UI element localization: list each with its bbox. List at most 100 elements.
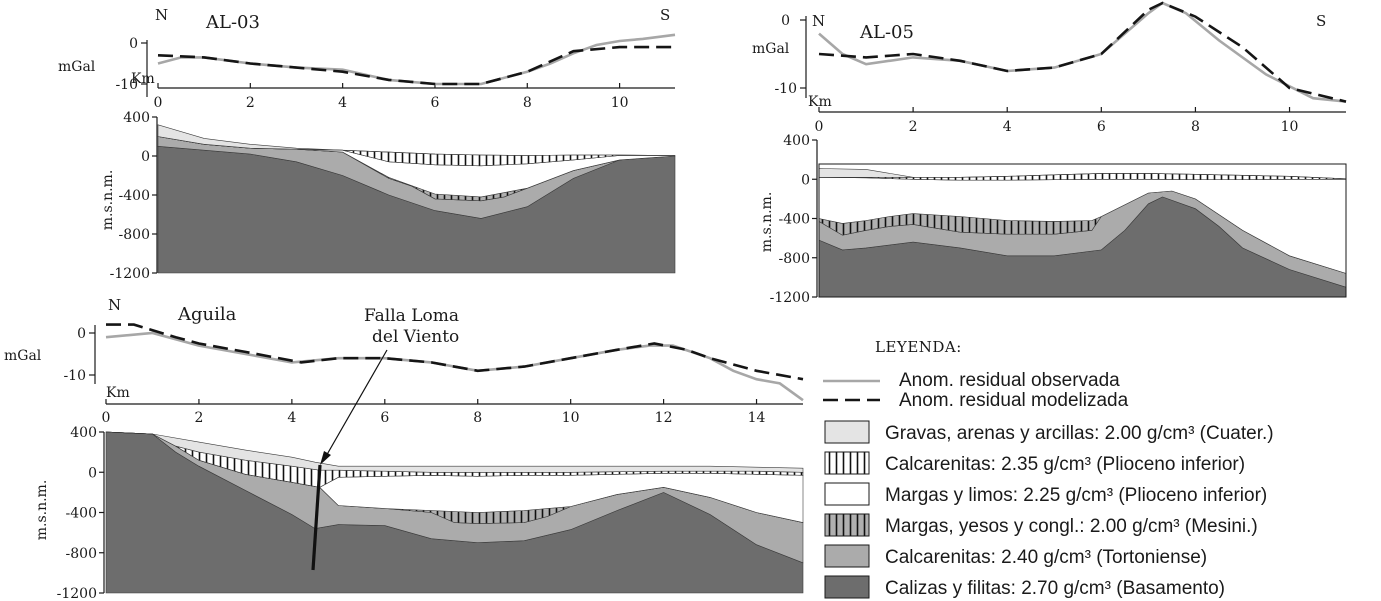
al05-depth-axis: 400 0 -400 -800 -1200 m.s.n.m.: [759, 133, 818, 306]
legend-swatch-margas-limos: [824, 482, 870, 506]
al03-depth-tick-label: -800: [119, 227, 150, 243]
al05-depth-tick-label: -800: [779, 251, 810, 267]
aguila-dir-left: N: [108, 296, 121, 314]
legend-label-calcarenitas-plio: Calcarenitas: 2.35 g/cm³ (Plioceno infer…: [885, 454, 1245, 475]
al03-depth-tick-label: -1200: [110, 266, 150, 282]
aguila-xtick-label: 8: [473, 410, 482, 426]
al05-dir-right: S: [1316, 12, 1326, 30]
al05-xtick-label: 0: [815, 119, 824, 135]
aguila-xtick-label: 2: [194, 410, 203, 426]
aguila-gravity-axis: 0 -10 mGal Km: [4, 325, 130, 401]
aguila-xtick-label: 14: [748, 410, 766, 426]
panel-aguila: N Aguila 0 -10 mGal Km 0 2 4 6 8 10 12 14 400 0 -…: [4, 296, 804, 601]
al03-depth-tick-label: 0: [141, 149, 150, 165]
aguila-geologic-section: [105, 431, 804, 594]
al03-xtick-label: 4: [338, 95, 347, 111]
al03-depth-unit: m.s.n.m.: [100, 170, 116, 231]
fault-annotation-line1: Falla Loma: [364, 306, 459, 326]
al03-km-label: Km: [131, 71, 155, 87]
al05-title: AL-05: [859, 22, 914, 43]
al03-gravity-unit: mGal: [58, 59, 96, 75]
al03-xtick-label: 2: [246, 95, 255, 111]
aguila-depth-tick-label: -400: [66, 506, 97, 522]
aguila-xtick-label: 6: [380, 410, 389, 426]
al03-depth-ticks: 400 0 -400 -800 -1200: [110, 110, 157, 282]
al03-distance-ticks: 0 2 4 6 8 10: [154, 83, 629, 111]
al05-gravity-tick-label: -10: [774, 81, 797, 97]
aguila-depth-axis: 400 0 -400 -800 -1200 m.s.n.m.: [34, 425, 105, 601]
aguila-gravity-tick-label: -10: [63, 368, 86, 384]
aguila-depth-tick-label: -800: [66, 546, 97, 562]
al03-xtick-label: 6: [431, 95, 440, 111]
al05-distance-ticks: 0 2 4 6 8 10: [815, 107, 1299, 135]
al05-xtick-label: 8: [1191, 119, 1200, 135]
al03-gravity-tick-label: 0: [129, 36, 138, 52]
legend: LEYENDA: Anom. residual observada Anom. …: [823, 338, 1274, 599]
al03-dir-right: S: [660, 6, 670, 24]
legend-label-gravas: Gravas, arenas y arcillas: 2.00 g/cm³ (C…: [885, 423, 1274, 444]
al05-xtick-label: 6: [1097, 119, 1106, 135]
al05-depth-tick-label: 0: [801, 172, 810, 188]
al05-depth-ticks: 400 0 -400 -800 -1200: [770, 133, 817, 306]
al03-gravity-tick-label: -10: [115, 77, 138, 93]
al03-gravas-layer: [157, 124, 676, 156]
al03-xtick-label: 10: [611, 95, 629, 111]
al03-title: AL-03: [205, 12, 260, 33]
legend-swatch-gravas: [824, 420, 870, 444]
legend-modeled-label: Anom. residual modelizada: [899, 390, 1129, 411]
aguila-depth-unit: m.s.n.m.: [34, 480, 50, 541]
al03-xtick-label: 8: [523, 95, 532, 111]
al05-dir-left: N: [812, 12, 825, 30]
aguila-gravas-layer: [105, 431, 804, 473]
al05-xtick-label: 4: [1003, 119, 1012, 135]
al03-observed-anomaly-line: [157, 33, 676, 86]
al05-gravity-tick-label: 0: [781, 13, 790, 29]
aguila-depth-tick-label: 0: [88, 465, 97, 481]
al05-section-frame: [818, 163, 1347, 298]
al05-gravity-axis: 0 -10 mGal Km: [752, 13, 832, 110]
legend-observed-label: Anom. residual observada: [899, 370, 1120, 391]
al05-depth-unit: m.s.n.m.: [759, 192, 775, 253]
al05-modeled-anomaly-line: [818, 1, 1347, 103]
al03-xtick-label: 0: [154, 95, 163, 111]
aguila-title: Aguila: [177, 304, 237, 325]
legend-label-margas-limos: Margas y limos: 2.25 g/cm³ (Plioceno inf…: [885, 485, 1267, 506]
aguila-xtick-label: 12: [655, 410, 673, 426]
aguila-xtick-label: 4: [287, 410, 296, 426]
aguila-gravity-unit: mGal: [4, 348, 42, 364]
aguila-xtick-label: 0: [102, 410, 111, 426]
legend-swatch-mesini: [824, 513, 870, 537]
legend-units: Gravas, arenas y arcillas: 2.00 g/cm³ (C…: [824, 420, 1274, 599]
legend-label-tortoniense: Calcarenitas: 2.40 g/cm³ (Tortoniense): [885, 547, 1207, 568]
al03-geologic-section: [157, 124, 676, 274]
fault-annotation-arrowhead: [320, 451, 331, 465]
al05-geologic-section: [818, 163, 1347, 298]
legend-label-basamento: Calizas y filitas: 2.70 g/cm³ (Basamento…: [885, 578, 1225, 599]
al03-depth-tick-label: 400: [123, 110, 150, 126]
aguila-gravity-tick-label: 0: [77, 326, 86, 342]
al05-xtick-label: 2: [909, 119, 918, 135]
al03-gravity-axis: 0 -10 mGal Km: [58, 36, 155, 97]
aguila-depth-tick-label: 400: [70, 425, 97, 441]
legend-label-mesini: Margas, yesos y congl.: 2.00 g/cm³ (Mesi…: [885, 516, 1258, 537]
panel-al05: N AL-05 S 0 -10 mGal Km 0 2 4 6 8 10 400 0 -400…: [752, 1, 1347, 306]
aguila-modeled-anomaly-line: [106, 323, 804, 381]
legend-heading: LEYENDA:: [875, 338, 962, 356]
al05-depth-tick-label: -1200: [770, 290, 810, 306]
aguila-xtick-label: 10: [562, 410, 580, 426]
al03-depth-tick-label: -400: [119, 188, 150, 204]
al03-depth-axis: 400 0 -400 -800 -1200 m.s.n.m.: [100, 110, 158, 282]
aguila-km-label: Km: [106, 385, 130, 401]
al05-xtick-label: 10: [1281, 119, 1299, 135]
al05-gravity-unit: mGal: [752, 41, 790, 57]
al03-dir-left: N: [155, 6, 168, 24]
al05-gravas-layer: [818, 168, 1347, 180]
legend-swatch-basamento: [824, 575, 870, 599]
legend-swatch-calcarenitas-plio: [824, 451, 870, 475]
fault-annotation-arrow: [324, 349, 388, 459]
fault-annotation-line2: del Viento: [372, 327, 459, 347]
al05-observed-anomaly-line: [818, 1, 1347, 103]
fault-annotation: Falla Loma del Viento: [320, 306, 459, 465]
aguila-distance-ticks: 0 2 4 6 8 10 12 14: [102, 399, 766, 426]
aguila-depth-ticks: 400 0 -400 -800 -1200: [57, 425, 104, 601]
